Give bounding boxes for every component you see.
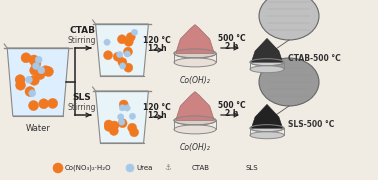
Circle shape: [53, 163, 63, 173]
Polygon shape: [176, 92, 214, 120]
Text: 500 °C: 500 °C: [218, 100, 246, 109]
Circle shape: [29, 55, 39, 65]
Text: Co(OH)₂: Co(OH)₂: [180, 143, 211, 152]
Circle shape: [118, 35, 127, 44]
Circle shape: [31, 58, 41, 68]
Circle shape: [119, 105, 125, 111]
Circle shape: [129, 113, 136, 119]
Polygon shape: [176, 25, 214, 53]
Circle shape: [29, 90, 36, 97]
Circle shape: [126, 164, 134, 172]
Text: CTAB: CTAB: [192, 165, 210, 171]
Circle shape: [39, 99, 49, 109]
Circle shape: [119, 100, 128, 109]
Text: Stirring: Stirring: [68, 35, 96, 44]
Polygon shape: [251, 104, 283, 128]
Ellipse shape: [259, 0, 319, 40]
Text: Urea: Urea: [136, 165, 152, 171]
Text: Co(OH)₂: Co(OH)₂: [180, 76, 211, 85]
Polygon shape: [251, 38, 283, 62]
Circle shape: [35, 56, 42, 63]
Text: 12 h: 12 h: [148, 44, 166, 53]
Text: ⚓: ⚓: [164, 163, 172, 172]
Polygon shape: [7, 48, 69, 116]
Ellipse shape: [174, 49, 216, 58]
Circle shape: [33, 63, 40, 70]
Circle shape: [128, 123, 137, 132]
Circle shape: [38, 67, 45, 74]
Text: 12 h: 12 h: [148, 111, 166, 120]
Text: 120 °C: 120 °C: [143, 35, 171, 44]
Circle shape: [43, 67, 53, 76]
Ellipse shape: [250, 59, 284, 66]
Circle shape: [41, 66, 51, 76]
Ellipse shape: [174, 58, 216, 67]
Circle shape: [130, 128, 139, 137]
Circle shape: [124, 51, 130, 57]
Text: CTAB: CTAB: [69, 26, 95, 35]
Text: Co(NO₃)₂·H₂O: Co(NO₃)₂·H₂O: [65, 165, 112, 171]
Circle shape: [124, 37, 133, 46]
Circle shape: [110, 121, 119, 130]
Circle shape: [126, 33, 135, 42]
Circle shape: [35, 69, 45, 80]
Text: SLS-500 °C: SLS-500 °C: [288, 120, 335, 129]
Circle shape: [118, 119, 127, 128]
Text: 120 °C: 120 °C: [143, 102, 171, 111]
Circle shape: [15, 80, 26, 90]
Circle shape: [118, 114, 124, 120]
Circle shape: [124, 105, 130, 111]
Circle shape: [124, 47, 133, 56]
Ellipse shape: [250, 66, 284, 73]
Text: CTAB-500 °C: CTAB-500 °C: [288, 53, 341, 62]
Circle shape: [132, 29, 138, 35]
Circle shape: [48, 98, 58, 108]
Text: Stirring: Stirring: [68, 102, 96, 111]
Circle shape: [104, 51, 113, 60]
Circle shape: [104, 120, 113, 129]
Ellipse shape: [250, 125, 284, 132]
Circle shape: [29, 65, 40, 75]
Ellipse shape: [250, 132, 284, 139]
Circle shape: [15, 75, 25, 85]
Circle shape: [104, 122, 113, 131]
Circle shape: [113, 52, 122, 61]
Polygon shape: [96, 24, 149, 76]
Text: Water: Water: [26, 124, 50, 133]
Circle shape: [28, 101, 39, 111]
Text: SLS: SLS: [73, 93, 91, 102]
Text: 2 h: 2 h: [225, 42, 239, 51]
Circle shape: [109, 126, 118, 135]
Ellipse shape: [259, 58, 319, 106]
Circle shape: [116, 51, 123, 58]
Circle shape: [21, 53, 31, 63]
Polygon shape: [96, 91, 149, 143]
Ellipse shape: [174, 116, 216, 125]
Ellipse shape: [174, 125, 216, 134]
Text: 2 h: 2 h: [225, 109, 239, 118]
Circle shape: [119, 119, 125, 125]
Circle shape: [119, 63, 126, 69]
Circle shape: [104, 39, 110, 45]
Text: SLS: SLS: [246, 165, 259, 171]
Circle shape: [25, 87, 35, 96]
Circle shape: [124, 63, 133, 72]
Circle shape: [118, 58, 127, 67]
Text: 500 °C: 500 °C: [218, 33, 246, 42]
Circle shape: [29, 75, 39, 85]
Circle shape: [25, 76, 33, 83]
